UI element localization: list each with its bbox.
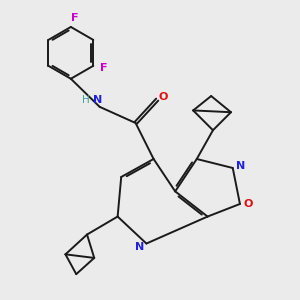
Text: F: F: [100, 63, 107, 73]
Text: N: N: [93, 95, 103, 105]
Text: O: O: [243, 199, 253, 209]
Text: N: N: [236, 161, 245, 171]
Text: O: O: [159, 92, 168, 102]
Text: F: F: [71, 13, 78, 23]
Text: H: H: [82, 95, 90, 105]
Text: N: N: [135, 242, 144, 252]
